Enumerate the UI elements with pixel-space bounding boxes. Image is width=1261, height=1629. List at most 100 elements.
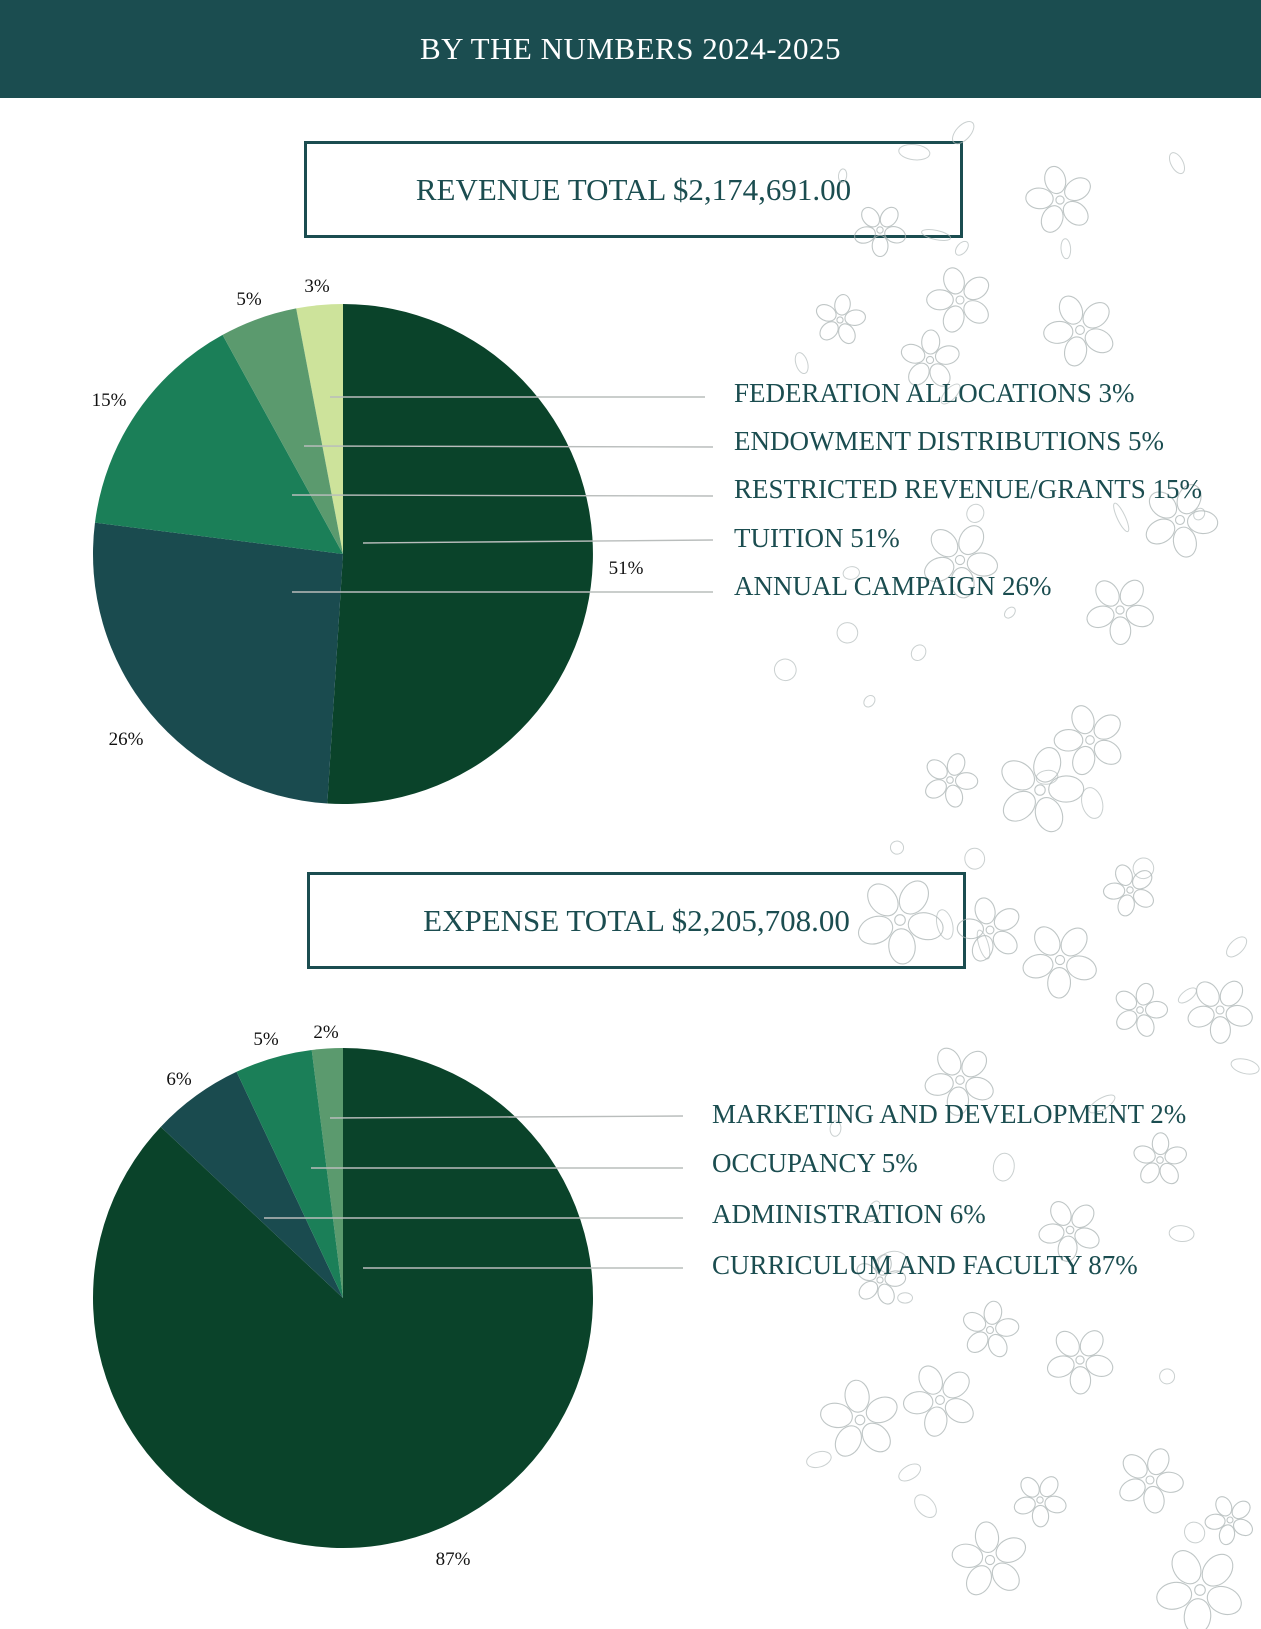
expense-slice-label-2: 87% bbox=[436, 1549, 471, 1570]
flower-icon bbox=[926, 267, 990, 333]
petal-icon bbox=[898, 143, 931, 161]
revenue-total-label: REVENUE TOTAL $2,174,691.00 bbox=[415, 171, 852, 207]
flower-icon bbox=[963, 1300, 1020, 1358]
revenue-slice-label-2: 51% bbox=[609, 558, 644, 579]
revenue-slice-label-1: 3% bbox=[304, 276, 330, 297]
petal-icon bbox=[935, 909, 954, 940]
petal-icon bbox=[889, 840, 905, 855]
revenue-pie-slice-1 bbox=[296, 304, 343, 554]
petal-icon bbox=[898, 1463, 922, 1482]
petal-icon bbox=[842, 566, 860, 580]
flower-icon bbox=[820, 1379, 898, 1457]
revenue-legend-item-annual-campaign: ANNUAL CAMPAIGN 26% bbox=[734, 571, 1052, 601]
expense-legend-item-marketing: MARKETING AND DEVELOPMENT 2% bbox=[712, 1099, 1187, 1129]
revenue-slice-label-5: 5% bbox=[236, 289, 262, 310]
petal-icon bbox=[910, 644, 927, 662]
flower-icon bbox=[902, 1365, 974, 1437]
petal-icon bbox=[1035, 769, 1059, 785]
petal-icon bbox=[1060, 238, 1072, 260]
revenue-pie-slice-5 bbox=[222, 308, 343, 554]
flower-icon bbox=[858, 880, 944, 965]
flower-icon bbox=[815, 294, 866, 345]
revenue-pie-slice-2 bbox=[327, 304, 593, 804]
expense-pie-slice-3 bbox=[160, 1071, 343, 1298]
flower-icon bbox=[1013, 1476, 1067, 1528]
petal-icon bbox=[1004, 606, 1016, 619]
flower-icon bbox=[1102, 864, 1154, 917]
flower-icon bbox=[1187, 980, 1253, 1044]
flower-icon bbox=[1001, 747, 1085, 833]
flower-icon bbox=[854, 206, 907, 258]
petal-icon bbox=[897, 1292, 913, 1304]
expense-legend-item-occupancy: OCCUPANCY 5% bbox=[712, 1148, 918, 1178]
petal-icon bbox=[1230, 1058, 1260, 1075]
flower-icon bbox=[856, 1254, 907, 1305]
revenue-leader-line-4 bbox=[291, 494, 714, 497]
flower-icon bbox=[1038, 1201, 1100, 1262]
petal-icon bbox=[863, 694, 876, 708]
petal-icon bbox=[1168, 1225, 1195, 1243]
petal-icon bbox=[966, 503, 985, 523]
flower-icon bbox=[925, 753, 979, 808]
petal-icon bbox=[829, 1120, 842, 1137]
petal-icon bbox=[794, 352, 809, 375]
expense-slice-label-1: 2% bbox=[313, 1022, 339, 1043]
expense-pie-slice-4 bbox=[236, 1049, 343, 1298]
flower-icon bbox=[1133, 1132, 1187, 1185]
petal-icon bbox=[964, 847, 986, 870]
expense-pie-chart: 2% 87% 6% 5% bbox=[92, 1022, 684, 1570]
revenue-slice-label-4: 15% bbox=[92, 390, 127, 411]
petal-icon bbox=[1184, 1521, 1206, 1544]
expense-leader-line-1 bbox=[329, 1115, 684, 1119]
petal-icon bbox=[1226, 936, 1248, 958]
flower-icon bbox=[924, 525, 999, 599]
petal-icon bbox=[773, 658, 797, 682]
petal-icon bbox=[1193, 507, 1206, 521]
petal-icon bbox=[1177, 987, 1197, 1004]
petal-icon bbox=[976, 929, 991, 960]
revenue-legend-item-federation: FEDERATION ALLOCATIONS 3% bbox=[734, 378, 1135, 408]
petal-icon bbox=[921, 229, 952, 241]
flower-icon bbox=[1043, 295, 1114, 367]
expense-slice-label-4: 5% bbox=[253, 1029, 279, 1050]
flower-icon bbox=[900, 329, 960, 387]
flower-icon bbox=[1046, 1330, 1114, 1395]
flower-icon bbox=[924, 1047, 994, 1116]
revenue-pie-chart: 3% 51% 26% 15% 5% bbox=[92, 276, 714, 804]
expense-total-label: EXPENSE TOTAL $2,205,708.00 bbox=[423, 902, 850, 938]
petal-icon bbox=[1088, 1094, 1116, 1114]
flower-icon bbox=[1022, 926, 1097, 999]
expense-pie-slice-1 bbox=[311, 1048, 343, 1298]
revenue-legend-item-restricted: RESTRICTED REVENUE/GRANTS 15% bbox=[734, 474, 1202, 504]
expense-slice-label-3: 6% bbox=[166, 1069, 192, 1090]
petal-icon bbox=[806, 1450, 832, 1469]
flower-icon bbox=[1156, 1550, 1242, 1629]
expense-legend-item-curriculum: CURRICULUM AND FACULTY 87% bbox=[712, 1250, 1138, 1280]
flower-icon bbox=[1025, 165, 1091, 233]
flower-icon bbox=[1145, 484, 1219, 558]
revenue-pie-slice-3 bbox=[92, 522, 344, 804]
petal-icon bbox=[954, 240, 969, 256]
flower-icon bbox=[956, 897, 1020, 962]
page-title: BY THE NUMBERS 2024-2025 bbox=[419, 31, 842, 66]
revenue-pie-slice-4 bbox=[94, 334, 343, 554]
petal-icon bbox=[1168, 152, 1186, 175]
flower-icon bbox=[1053, 705, 1122, 776]
petal-icon bbox=[877, 1250, 908, 1274]
petal-icon bbox=[1081, 787, 1104, 819]
flower-icon bbox=[1086, 579, 1154, 646]
petal-icon bbox=[940, 383, 961, 405]
petal-icon bbox=[992, 1152, 1015, 1182]
revenue-slice-label-3: 26% bbox=[109, 729, 144, 750]
expense-legend-item-administration: ADMINISTRATION 6% bbox=[712, 1199, 986, 1229]
petal-icon bbox=[837, 168, 848, 183]
petal-icon bbox=[1113, 502, 1130, 533]
revenue-legend-item-endowment: ENDOWMENT DISTRIBUTIONS 5% bbox=[734, 426, 1164, 456]
revenue-leader-line-5 bbox=[303, 445, 714, 448]
petal-icon bbox=[1159, 1368, 1176, 1385]
petal-icon bbox=[914, 1494, 937, 1518]
expense-total-box: EXPENSE TOTAL $2,205,708.00 bbox=[307, 872, 966, 969]
petal-icon bbox=[836, 622, 859, 644]
flower-icon bbox=[1115, 982, 1169, 1037]
